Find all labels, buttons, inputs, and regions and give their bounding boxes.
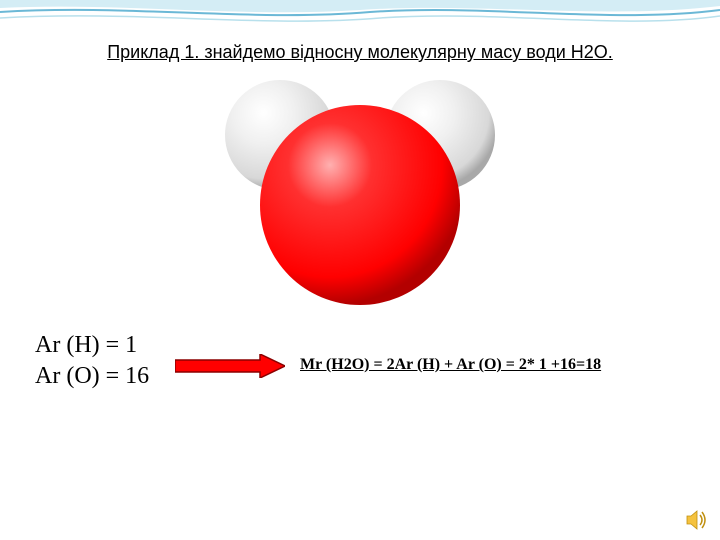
ar-hydrogen-line: Аr (H) = 1 (35, 330, 149, 361)
molecular-mass-result: Mr (H2O) = 2Ar (H) + Ar (O) = 2* 1 +16=1… (300, 356, 601, 374)
sound-icon[interactable] (686, 510, 708, 530)
oxygen-atom (260, 105, 460, 305)
top-wave-decoration (0, 0, 720, 40)
water-molecule-diagram (220, 70, 500, 310)
ar-oxygen-line: Ar (O) = 16 (35, 361, 149, 392)
slide-title: Приклад 1. знайдемо відносну молекулярну… (0, 42, 720, 63)
result-text: Mr (H2O) = 2Ar (H) + Ar (O) = 2* 1 +16=1… (300, 356, 601, 373)
result-arrow-icon (175, 354, 285, 378)
title-text: Приклад 1. знайдемо відносну молекулярну… (107, 42, 613, 62)
atomic-mass-values: Аr (H) = 1 Ar (O) = 16 (35, 330, 149, 392)
